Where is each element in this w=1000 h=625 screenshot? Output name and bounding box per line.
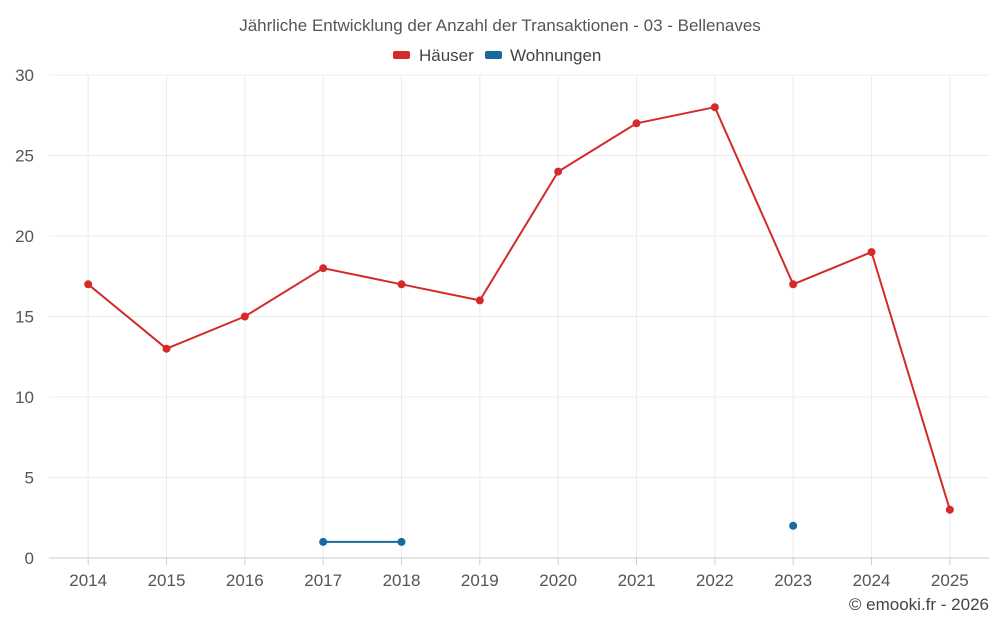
x-tick-label: 2024 [853, 571, 891, 590]
grid [49, 74, 989, 559]
chart-title: Jährliche Entwicklung der Anzahl der Tra… [239, 16, 761, 35]
data-point-haeuser[interactable] [240, 312, 249, 321]
data-point-haeuser[interactable] [632, 119, 641, 128]
data-point-haeuser[interactable] [554, 167, 563, 176]
x-tick-label: 2015 [148, 571, 186, 590]
x-tick-label: 2016 [226, 571, 264, 590]
legend-label-wohnungen: Wohnungen [510, 46, 601, 65]
x-tick-label: 2025 [931, 571, 969, 590]
y-tick-label: 5 [25, 469, 34, 488]
x-tick-label: 2021 [618, 571, 656, 590]
data-point-haeuser[interactable] [867, 248, 876, 257]
series-wohnungen [319, 521, 798, 546]
data-point-wohnungen[interactable] [397, 537, 406, 546]
legend-swatch-wohnungen [485, 51, 502, 59]
legend-item-haeuser[interactable]: Häuser [393, 46, 474, 65]
x-tick-label: 2014 [69, 571, 107, 590]
data-point-haeuser[interactable] [475, 296, 484, 305]
data-point-haeuser[interactable] [710, 103, 719, 112]
x-tick-label: 2023 [774, 571, 812, 590]
legend: Häuser Wohnungen [393, 46, 601, 65]
data-point-haeuser[interactable] [84, 280, 93, 289]
data-point-wohnungen[interactable] [319, 537, 328, 546]
data-point-haeuser[interactable] [162, 344, 171, 353]
data-point-haeuser[interactable] [789, 280, 798, 289]
data-point-haeuser[interactable] [397, 280, 406, 289]
legend-swatch-haeuser [393, 51, 410, 59]
x-tick-label: 2020 [539, 571, 577, 590]
x-tick-label: 2018 [383, 571, 421, 590]
data-point-haeuser[interactable] [319, 264, 328, 273]
y-tick-label: 30 [15, 66, 34, 85]
x-tick-label: 2017 [304, 571, 342, 590]
legend-label-haeuser: Häuser [419, 46, 474, 65]
series-haeuser [84, 103, 954, 514]
y-tick-label: 10 [15, 388, 34, 407]
copyright-credit: © emooki.fr - 2026 [849, 595, 989, 614]
legend-item-wohnungen[interactable]: Wohnungen [485, 46, 601, 65]
series [84, 103, 954, 546]
x-tick-label: 2019 [461, 571, 499, 590]
y-tick-label: 15 [15, 308, 34, 327]
series-line-haeuser [87, 106, 951, 510]
y-tick-label: 25 [15, 147, 34, 166]
x-tick-label: 2022 [696, 571, 734, 590]
y-tick-label: 0 [25, 549, 34, 568]
data-point-haeuser[interactable] [945, 505, 954, 514]
data-point-wohnungen[interactable] [789, 521, 798, 530]
y-tick-label: 20 [15, 227, 34, 246]
